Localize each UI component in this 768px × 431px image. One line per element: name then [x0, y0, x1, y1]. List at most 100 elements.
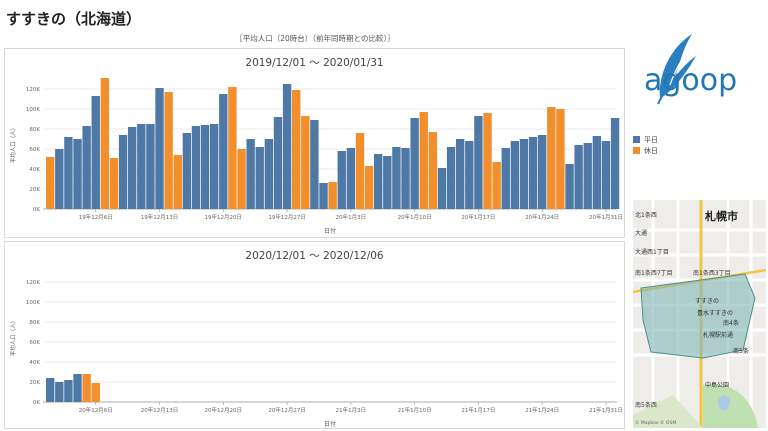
x-tick-label: 21年1月17日 [461, 406, 495, 414]
bar[interactable] [282, 84, 292, 209]
bar[interactable] [64, 380, 73, 402]
bar[interactable] [255, 147, 264, 209]
x-tick-label: 19年12月13日 [141, 213, 179, 221]
bar[interactable] [519, 139, 529, 209]
bar[interactable] [55, 382, 64, 402]
logo-text: agoop [644, 63, 738, 98]
y-tick-label: 60K [29, 340, 40, 346]
bar[interactable] [319, 183, 328, 209]
bar[interactable] [91, 383, 100, 402]
bar[interactable] [383, 156, 392, 209]
bar[interactable] [510, 141, 520, 209]
bar[interactable] [492, 162, 501, 209]
bar[interactable] [55, 149, 64, 209]
bar[interactable] [483, 113, 492, 209]
bar[interactable] [64, 137, 73, 209]
bar[interactable] [428, 132, 438, 209]
bar[interactable] [128, 127, 137, 209]
bar[interactable] [374, 154, 383, 209]
bar[interactable] [109, 158, 119, 209]
bar[interactable] [82, 126, 91, 209]
bar[interactable] [82, 374, 91, 402]
map-label: 南4条 [723, 320, 739, 327]
y-tick-label: 20K [29, 380, 40, 386]
bar[interactable] [191, 126, 201, 209]
bar[interactable] [210, 124, 219, 209]
bar[interactable] [219, 94, 228, 209]
map-label: 南5条 [733, 348, 749, 355]
y-tick-label: 120K [26, 87, 40, 93]
bar[interactable] [364, 166, 374, 209]
bar[interactable] [118, 135, 128, 209]
bar[interactable] [301, 116, 310, 209]
bar[interactable] [146, 124, 155, 209]
y-tick-label: 0K [33, 207, 40, 213]
x-tick-label: 19年12月27日 [268, 213, 306, 221]
bar[interactable] [292, 90, 301, 209]
bar[interactable] [410, 118, 419, 209]
bar[interactable] [556, 109, 565, 209]
legend-item-weekday: 平日 [633, 134, 658, 145]
y-tick-label: 80K [29, 127, 40, 133]
x-tick-label: 20年1月3日 [336, 213, 367, 221]
x-tick-label: 20年1月31日 [589, 213, 623, 221]
bar[interactable] [228, 87, 237, 209]
bar[interactable] [73, 139, 82, 209]
map-label: 大通 [635, 230, 648, 237]
bar[interactable] [419, 112, 428, 209]
bar[interactable] [565, 164, 574, 209]
bar[interactable] [91, 96, 100, 209]
bar[interactable] [355, 133, 365, 209]
bar[interactable] [182, 133, 192, 209]
map-label: 北1条西 [635, 212, 657, 219]
x-tick-label: 20年1月10日 [398, 213, 432, 221]
map-graphic [633, 200, 766, 428]
bar[interactable] [538, 135, 547, 209]
y-tick-label: 80K [29, 320, 40, 326]
y-tick-label: 100K [26, 300, 40, 306]
bar[interactable] [501, 148, 510, 209]
bar[interactable] [200, 125, 210, 209]
bar[interactable] [73, 374, 82, 402]
legend-swatch-holiday [633, 147, 640, 154]
bar[interactable] [264, 139, 274, 209]
bar[interactable] [237, 149, 246, 209]
map-label: 札幌駅前通 [703, 332, 734, 339]
bar[interactable] [583, 143, 592, 209]
x-tick-label: 21年1月31日 [589, 406, 623, 414]
map-label: 大通西1丁目 [635, 249, 669, 256]
bar[interactable] [246, 139, 255, 209]
bar[interactable] [310, 120, 319, 209]
y-axis-title: 平均人口（人） [9, 318, 17, 357]
map-label: 豊水すすきの [697, 310, 734, 317]
bar[interactable] [46, 378, 55, 402]
bar[interactable] [46, 157, 55, 209]
bar-chart-2019: 0K 20K 40K 60K 80K 100K 120K 19年12月6日 19年12月13日 1… [9, 78, 623, 235]
bar[interactable] [547, 107, 556, 209]
bar[interactable] [528, 137, 538, 209]
map-label: 南1条西7丁目 [635, 270, 673, 277]
bar[interactable] [173, 155, 182, 209]
bar[interactable] [574, 145, 583, 209]
chart-title: 2019/12/01 〜 2020/01/31 [245, 57, 384, 69]
bar[interactable] [100, 78, 110, 209]
x-axis-title: 日付 [324, 227, 336, 235]
bar[interactable] [446, 147, 456, 209]
bar[interactable] [164, 92, 173, 209]
bar[interactable] [273, 117, 283, 209]
bar[interactable] [137, 124, 146, 209]
bar[interactable] [437, 168, 447, 209]
bar[interactable] [392, 147, 401, 209]
bar[interactable] [456, 139, 465, 209]
bar[interactable] [346, 148, 356, 209]
bar[interactable] [465, 141, 474, 209]
bar[interactable] [328, 182, 337, 209]
bar[interactable] [610, 118, 620, 209]
bar[interactable] [401, 148, 410, 209]
bar[interactable] [155, 88, 164, 209]
bar[interactable] [601, 141, 611, 209]
area-map: 札幌市 大通 大通西1丁目 南1条西7丁目 南1条西3丁目 すすきの 豊水すすき… [633, 200, 766, 428]
bar[interactable] [592, 136, 602, 209]
bar[interactable] [474, 116, 483, 209]
bar[interactable] [337, 151, 346, 209]
